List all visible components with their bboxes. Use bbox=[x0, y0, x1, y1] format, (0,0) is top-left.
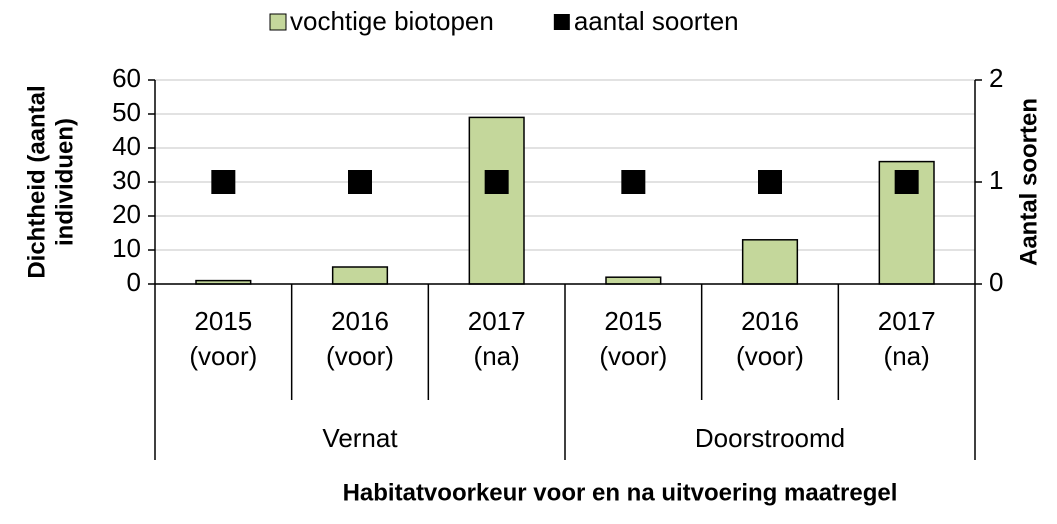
x-tick-label: (voor) bbox=[189, 341, 257, 371]
y-tick-label: 0 bbox=[127, 267, 141, 297]
legend-swatch bbox=[269, 13, 287, 31]
legend-swatch bbox=[553, 14, 570, 30]
y-tick-label: 10 bbox=[112, 233, 141, 263]
group-label: Vernat bbox=[322, 423, 398, 453]
y2-tick-label: 2 bbox=[989, 63, 1003, 93]
x-tick-label: (voor) bbox=[599, 341, 667, 371]
x-tick-label: 2017 bbox=[878, 306, 936, 336]
y-axis-title: Dichtheid (aantal bbox=[23, 85, 50, 278]
x-tick-label: 2017 bbox=[468, 306, 526, 336]
y-tick-label: 60 bbox=[112, 63, 141, 93]
bar bbox=[605, 276, 662, 285]
marker bbox=[758, 170, 782, 194]
x-tick-label: (na) bbox=[474, 341, 520, 371]
marker bbox=[621, 170, 646, 194]
bar bbox=[331, 266, 389, 285]
x-tick-label: 2016 bbox=[741, 306, 799, 336]
y2-tick-label: 1 bbox=[989, 165, 1003, 195]
x-tick-label: (voor) bbox=[326, 341, 394, 371]
x-tick-label: 2015 bbox=[604, 306, 662, 336]
marker bbox=[484, 170, 509, 194]
legend-label: vochtige biotopen bbox=[290, 6, 494, 36]
y2-axis-title: Aantal soorten bbox=[1015, 98, 1042, 266]
x-tick-label: 2016 bbox=[331, 306, 389, 336]
y-tick-label: 30 bbox=[112, 165, 141, 195]
x-tick-label: (na) bbox=[884, 341, 930, 371]
y-tick-label: 50 bbox=[112, 97, 141, 127]
y2-tick-label: 0 bbox=[989, 267, 1003, 297]
bar bbox=[741, 239, 799, 285]
marker bbox=[894, 170, 919, 194]
y-axis-title: individuen) bbox=[51, 118, 78, 246]
group-label: Doorstroomd bbox=[695, 423, 845, 453]
legend-label: aantal soorten bbox=[574, 6, 739, 36]
x-tick-label: (voor) bbox=[736, 341, 804, 371]
bar bbox=[468, 116, 525, 285]
y-tick-label: 40 bbox=[112, 131, 141, 161]
marker bbox=[348, 170, 372, 194]
marker bbox=[211, 170, 236, 194]
x-tick-label: 2015 bbox=[194, 306, 252, 336]
y-tick-label: 20 bbox=[112, 199, 141, 229]
x-axis-title: Habitatvoorkeur voor en na uitvoering ma… bbox=[343, 479, 898, 506]
